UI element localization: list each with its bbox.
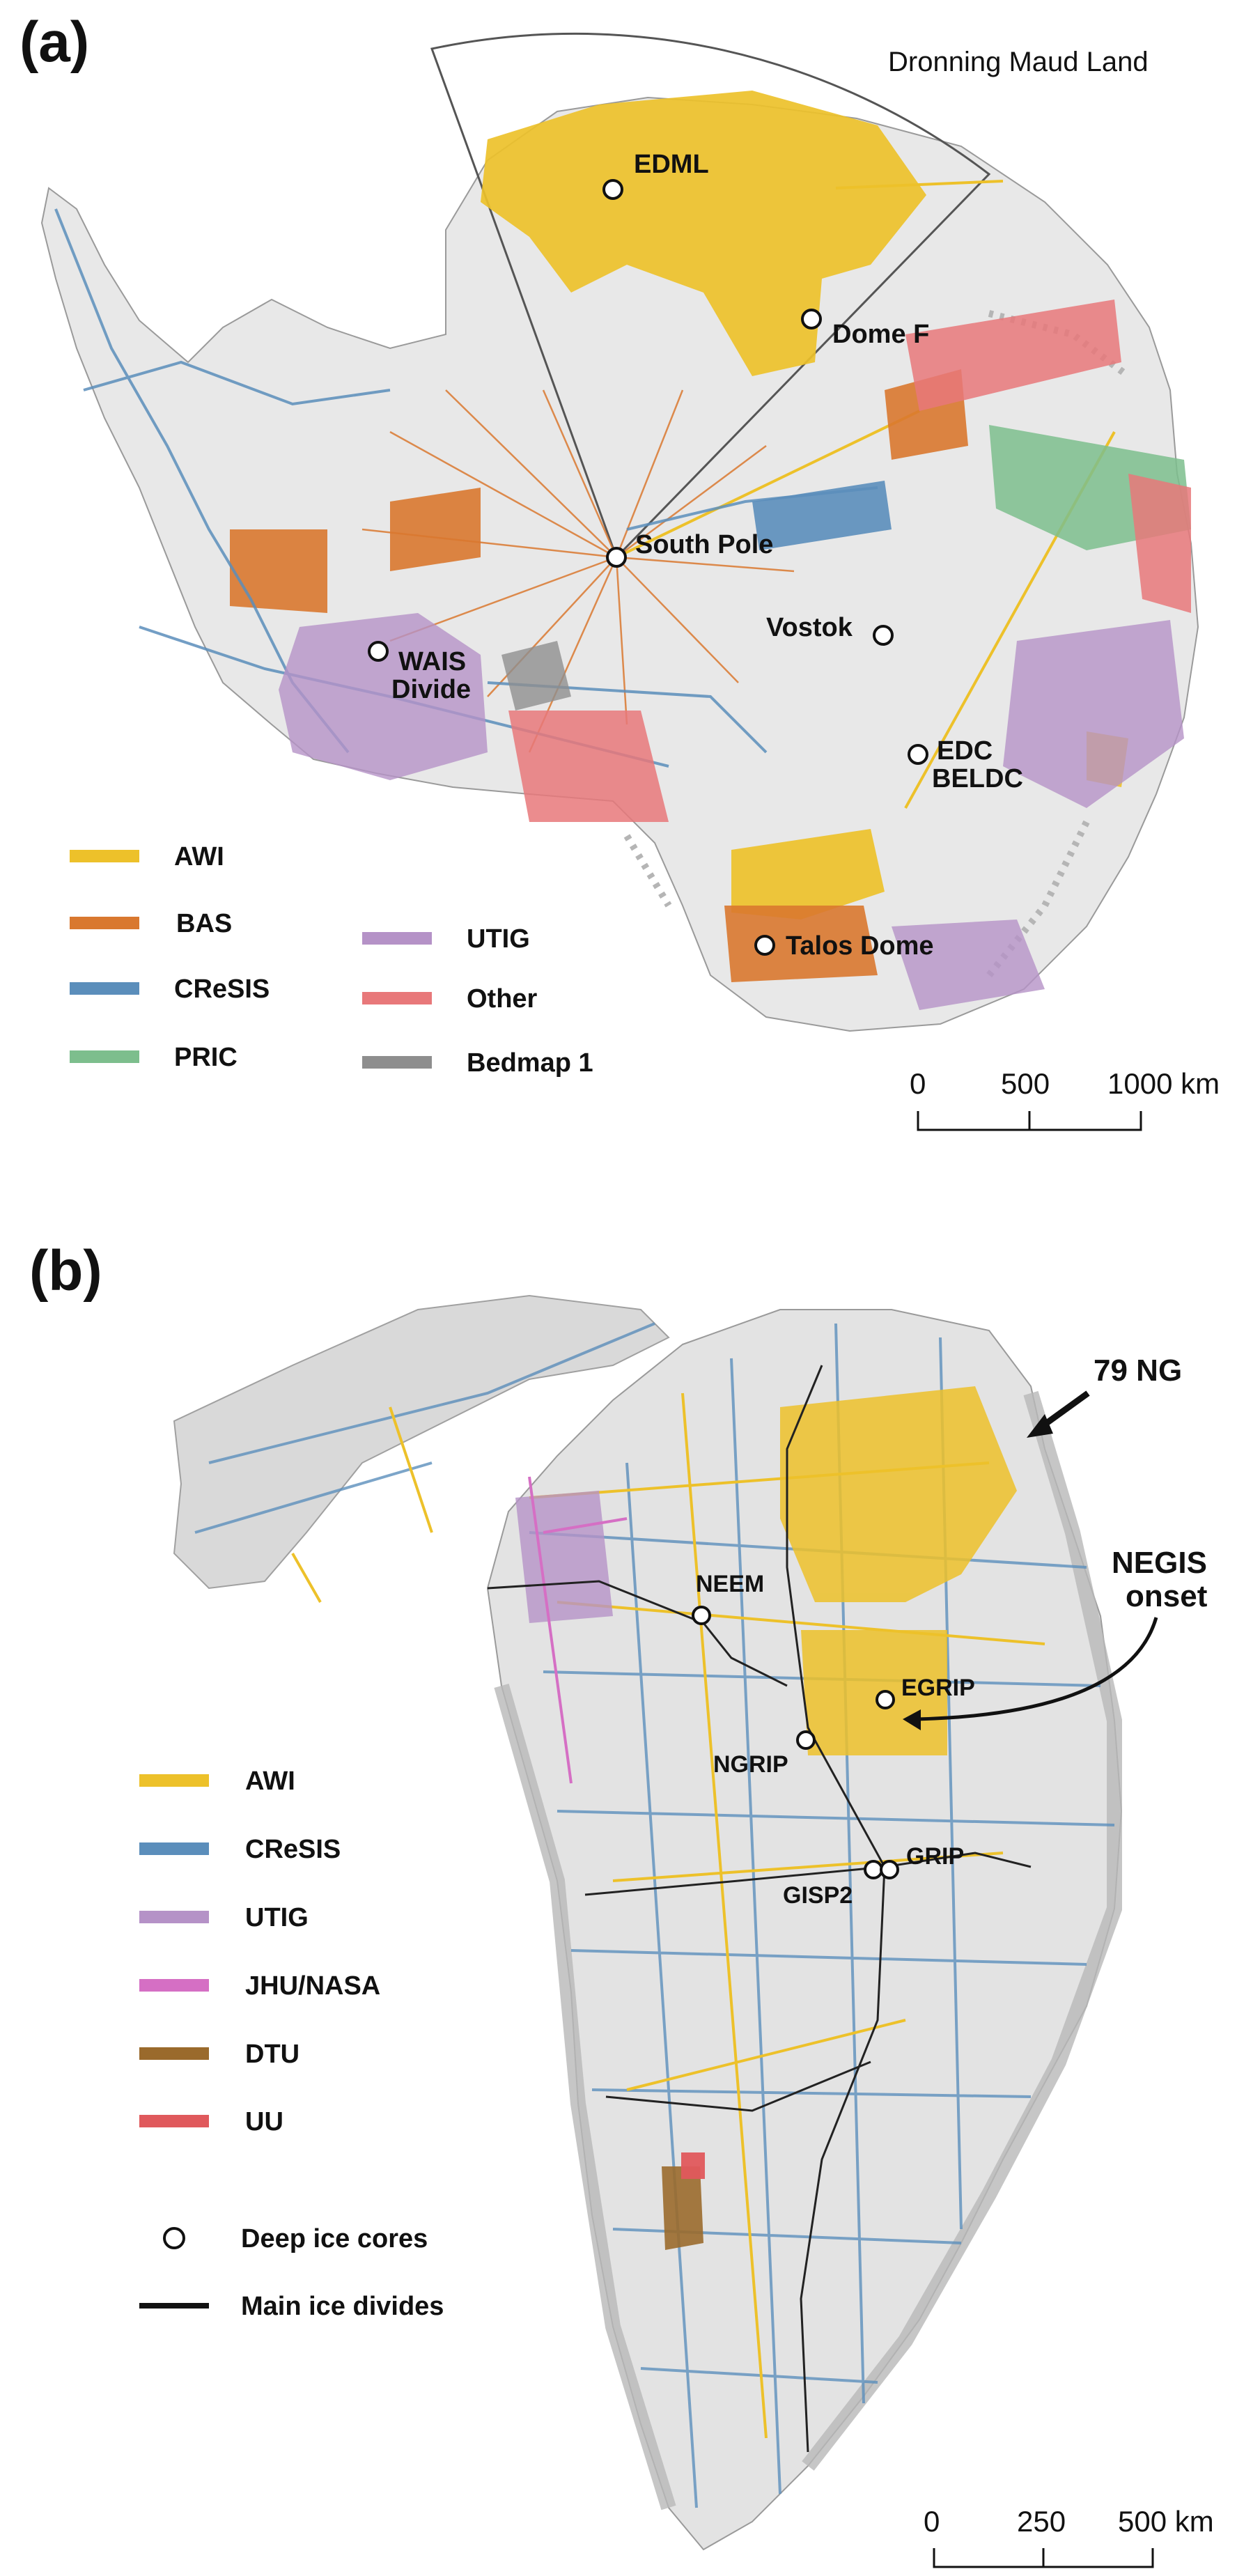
core-marker-egrip (876, 1690, 895, 1709)
bas-radial-lines (361, 389, 795, 753)
site-label-ngrip: NGRIP (713, 1751, 788, 1778)
scale-b-tick-0: 0 (924, 2505, 940, 2538)
core-marker-south-pole (606, 547, 627, 568)
legend-b-swatch-awi (139, 1774, 209, 1787)
awi-survey-lines (481, 91, 1128, 920)
bas-survey-blocks (230, 369, 968, 982)
legend-label-pric: PRIC (174, 1043, 238, 1072)
core-marker-edc (908, 744, 928, 765)
callout-onset: onset (1126, 1579, 1208, 1613)
site-label-south-pole: South Pole (635, 530, 773, 559)
site-label-edml: EDML (634, 150, 709, 179)
legend-swatch-pric (70, 1050, 139, 1063)
site-label-wais: WAIS (398, 647, 466, 676)
site-label-talos-dome: Talos Dome (786, 931, 934, 961)
site-label-beldc: BELDC (932, 764, 1023, 793)
panel-b: (b) (29, 1239, 1214, 2568)
callout-79ng-arrowhead (1027, 1414, 1053, 1438)
greenland-dtu-coverage (662, 2166, 703, 2250)
greenland-utig-coverage (515, 1491, 613, 1623)
core-marker-neem (692, 1606, 711, 1625)
greenland-jhu-nasa-lines (528, 1476, 628, 1784)
site-label-divide: Divide (391, 675, 471, 704)
legend-b-label-main-ice-divides: Main ice divides (241, 2292, 444, 2321)
dml-sector-outline (430, 32, 991, 559)
antarctica-ice-core-markers (368, 179, 928, 956)
legend-b-label-jhu-nasa: JHU/NASA (245, 1971, 380, 2001)
site-label-egrip: EGRIP (901, 1675, 975, 1701)
site-label-vostok: Vostok (766, 613, 853, 642)
legend-panel-b: AWI CReSIS UTIG JHU/NASA DTU UU Deep ice… (139, 1767, 444, 2321)
legend-panel-a: AWI BAS CReSIS PRIC UTIG Other Bedmap 1 (70, 842, 593, 1078)
callout-negis-arrow (916, 1617, 1158, 1721)
legend-swatch-bedmap1 (362, 1056, 432, 1069)
legend-b-swatch-cresis (139, 1842, 209, 1855)
legend-b-ice-divide-icon (139, 2303, 209, 2309)
scale-a-tick-500: 500 (1001, 1067, 1050, 1100)
site-label-grip: GRIP (906, 1843, 964, 1870)
site-label-dome-f: Dome F (832, 320, 929, 349)
legend-label-bedmap1: Bedmap 1 (467, 1048, 593, 1078)
core-marker-ngrip (796, 1730, 816, 1750)
panel-b-label: (b) (29, 1239, 102, 1303)
legend-b-core-marker-icon (163, 2227, 185, 2249)
legend-b-label-dtu: DTU (245, 2040, 299, 2069)
legend-label-other: Other (467, 984, 538, 1014)
callout-negis: NEGIS (1112, 1546, 1207, 1580)
scale-a-tick-0: 0 (910, 1067, 926, 1100)
callout-negis-arrowhead (903, 1709, 921, 1730)
legend-swatch-other (362, 992, 432, 1004)
core-marker-grip (880, 1860, 899, 1879)
scale-bar-a (917, 1111, 1142, 1131)
legend-b-label-cresis: CReSIS (245, 1835, 341, 1864)
legend-b-label-utig: UTIG (245, 1903, 309, 1932)
scale-b-tick-500km: 500 km (1118, 2505, 1214, 2538)
legend-label-cresis: CReSIS (174, 975, 270, 1004)
legend-swatch-cresis (70, 982, 139, 995)
legend-b-swatch-uu (139, 2115, 209, 2127)
antarctica-mountain-shading (623, 310, 1130, 978)
core-marker-dome-f (801, 309, 822, 329)
legend-b-swatch-jhu-nasa (139, 1979, 209, 1992)
core-marker-talos-dome (754, 935, 775, 956)
core-marker-gisp2 (864, 1860, 883, 1879)
site-label-neem: NEEM (696, 1571, 764, 1597)
panel-a-label: (a) (20, 10, 89, 74)
callout-79ng: 79 NG (1094, 1353, 1182, 1388)
legend-swatch-utig (362, 932, 432, 945)
legend-label-awi: AWI (174, 842, 224, 871)
legend-swatch-bas (70, 917, 139, 929)
legend-b-label-uu: UU (245, 2107, 283, 2136)
greenland-ice-core-markers (692, 1606, 899, 1879)
greenland-awi-lines (291, 1392, 1045, 2439)
bedmap1-lines (501, 641, 571, 711)
core-marker-vostok (873, 625, 894, 646)
legend-b-label-deep-ice-cores: Deep ice cores (241, 2224, 428, 2253)
legend-label-utig: UTIG (467, 924, 530, 954)
utig-survey-blocks (279, 613, 1184, 1010)
core-marker-edml (602, 179, 623, 200)
other-survey-blocks (508, 300, 1191, 822)
scale-bar-b (933, 2548, 1154, 2568)
legend-swatch-awi (70, 850, 139, 862)
legend-label-bas: BAS (176, 909, 232, 938)
legend-b-swatch-dtu (139, 2047, 209, 2060)
panel-a: (a) (20, 10, 1220, 1131)
greenland-uu-coverage (681, 2152, 705, 2179)
cresis-survey-band (752, 481, 892, 550)
scale-b-tick-250: 250 (1017, 2505, 1066, 2538)
greenland-coastal-shading (494, 1390, 1122, 2511)
site-label-edc: EDC (937, 736, 993, 766)
region-label-dml: Dronning Maud Land (888, 47, 1149, 77)
scale-a-tick-1000km: 1000 km (1107, 1067, 1220, 1100)
core-marker-wais-divide (368, 641, 389, 662)
legend-b-swatch-utig (139, 1911, 209, 1923)
site-label-gisp2: GISP2 (783, 1882, 853, 1909)
legend-b-label-awi: AWI (245, 1767, 295, 1796)
